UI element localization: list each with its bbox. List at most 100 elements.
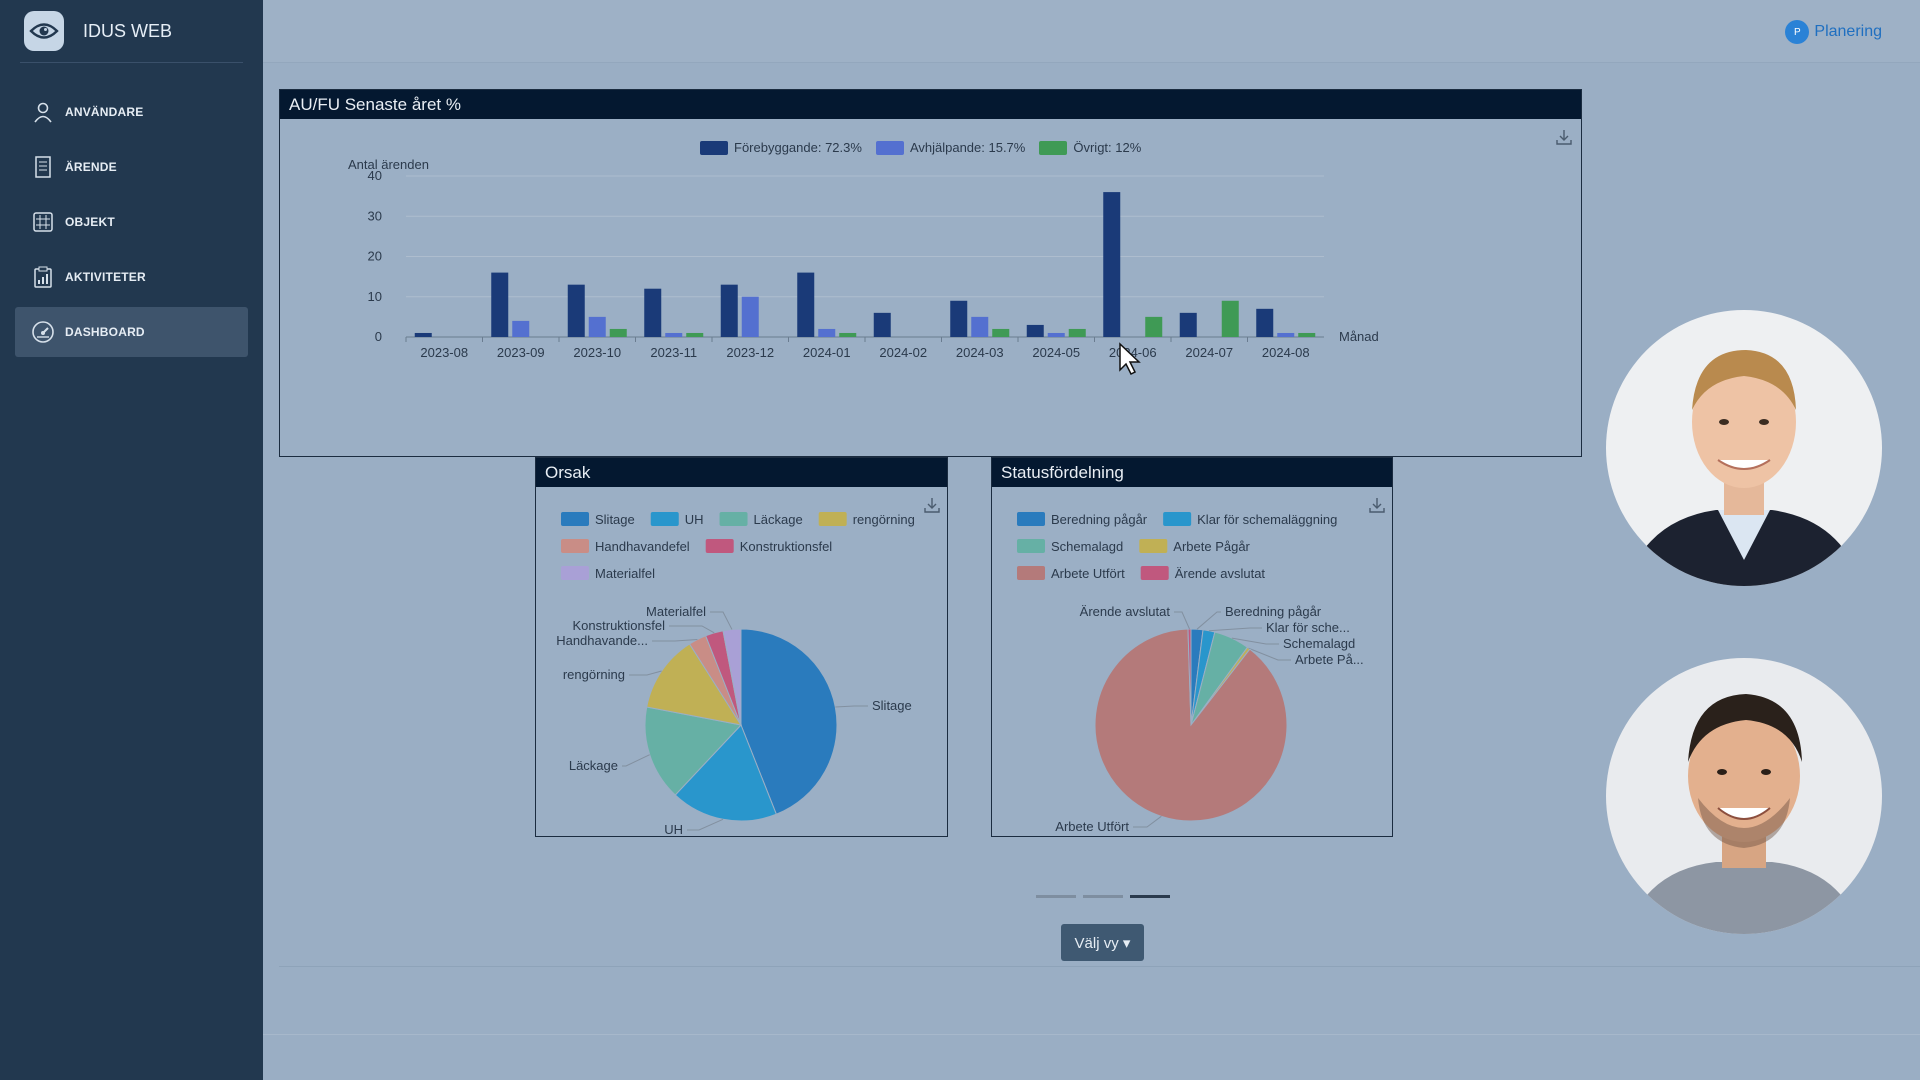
legend-item[interactable]: Slitage	[561, 512, 635, 527]
choose-view-button[interactable]: Välj vy ▾	[1061, 924, 1144, 961]
bar	[971, 316, 989, 337]
brand-divider	[20, 62, 243, 63]
pager-dot[interactable]	[1083, 895, 1123, 898]
grid-icon	[31, 210, 55, 234]
legend-item[interactable]: Övrigt: 12%	[1039, 140, 1141, 155]
bar	[491, 272, 509, 337]
sidebar-item-label: AKTIVITETER	[65, 270, 146, 284]
legend-item[interactable]: Beredning pågår	[1017, 512, 1148, 527]
legend-label: Förebyggande: 72.3%	[734, 140, 862, 155]
legend-item[interactable]: Läckage	[719, 512, 803, 527]
pie-label-line	[1133, 815, 1162, 828]
sidebar-item-arende[interactable]: ÄRENDE	[15, 142, 248, 192]
sidebar-nav: ANVÄNDARE ÄRENDE OBJEKT AKTIVITETER DASH…	[0, 87, 263, 357]
bar	[665, 332, 683, 337]
legend-item[interactable]: Materialfel	[561, 566, 655, 581]
legend-item[interactable]: Arbete Utfört	[1017, 566, 1125, 581]
bar	[1047, 332, 1065, 337]
bar-chart-panel: AU/FU Senaste året % Förebyggande: 72.3%…	[279, 89, 1582, 457]
bar	[609, 328, 627, 337]
pie-label-line	[669, 625, 715, 634]
legend-label: Klar för schemaläggning	[1197, 512, 1337, 527]
bar	[950, 300, 968, 337]
y-tick-label: 10	[368, 289, 382, 304]
legend-item[interactable]: UH	[650, 512, 704, 527]
top-bar	[263, 0, 1920, 62]
pie-label-line	[1196, 611, 1221, 630]
legend-label: Materialfel	[595, 566, 655, 581]
x-tick-label: 2024-08	[1262, 345, 1310, 360]
status-panel: Statusfördelning Beredning pågår Klar för…	[991, 457, 1393, 837]
sidebar-item-anvandare[interactable]: ANVÄNDARE	[15, 87, 248, 137]
pie-label-line	[1174, 611, 1190, 630]
user-avatar-badge: P	[1785, 20, 1810, 44]
pie-slice-label: Ärende avslutat	[1080, 604, 1171, 619]
legend-swatch	[1140, 566, 1169, 580]
sidebar: IDUS WEB ANVÄNDARE ÄRENDE OBJEKT AKTIVIT	[0, 0, 263, 1080]
bar	[797, 272, 815, 337]
bar	[1103, 192, 1121, 337]
legend-item[interactable]: Konstruktionsfel	[705, 539, 833, 554]
legend-item[interactable]: rengörning	[818, 512, 915, 527]
bar	[588, 316, 606, 337]
legend-label: Handhavandefel	[595, 539, 690, 554]
legend-item[interactable]: Arbete Pågår	[1139, 539, 1251, 554]
legend-label: Övrigt: 12%	[1073, 140, 1142, 155]
legend-item[interactable]: Schemalagd	[1017, 539, 1123, 554]
user-name: Planering	[1814, 23, 1882, 40]
pie-slice-label: Materialfel	[646, 604, 706, 619]
bar	[818, 328, 836, 337]
pie-slice-label: Arbete På...	[1295, 652, 1364, 667]
y-tick-label: 40	[368, 168, 382, 183]
mouse-cursor-icon	[1119, 342, 1141, 376]
bar	[1298, 332, 1316, 337]
sidebar-item-objekt[interactable]: OBJEKT	[15, 197, 248, 247]
pie-label-line	[1248, 647, 1291, 661]
legend-item[interactable]: Klar för schemaläggning	[1163, 512, 1337, 527]
download-icon[interactable]	[1555, 128, 1573, 151]
pie-slice-label: Slitage	[872, 698, 912, 713]
legend-item[interactable]: Ärende avslutat	[1140, 566, 1266, 581]
legend-swatch	[705, 539, 734, 553]
sidebar-item-label: DASHBOARD	[65, 325, 145, 339]
download-icon[interactable]	[923, 496, 941, 519]
legend-item[interactable]: Förebyggande: 72.3%	[700, 140, 862, 155]
sidebar-item-aktiviteter[interactable]: AKTIVITETER	[15, 252, 248, 302]
pie-slice-label: Konstruktionsfel	[573, 618, 666, 633]
legend-swatch	[1039, 140, 1068, 155]
legend-swatch	[650, 512, 679, 526]
legend-label: Arbete Utfört	[1051, 566, 1125, 581]
bar	[873, 312, 891, 337]
orsak-pie-chart: Slitage UH Läckage rengörning Handhavandefel…	[556, 512, 915, 836]
download-icon[interactable]	[1368, 496, 1386, 519]
panel-title: Statusfördelning	[992, 458, 1392, 487]
bar	[1221, 300, 1239, 337]
sidebar-item-dashboard[interactable]: DASHBOARD	[15, 307, 248, 357]
pie-slice-label: UH	[664, 822, 683, 836]
pie-slice-label: Beredning pågår	[1225, 604, 1322, 619]
dashboard-content	[279, 88, 1920, 967]
pie-slice-label: Läckage	[569, 758, 618, 773]
x-tick-label: 2023-11	[650, 345, 697, 360]
document-icon	[31, 155, 55, 179]
legend-swatch	[1139, 539, 1168, 553]
x-tick-label: 2023-12	[726, 345, 774, 360]
participant-avatar-2	[1606, 658, 1882, 934]
x-tick-label: 2024-02	[879, 345, 927, 360]
panel-title: Orsak	[536, 458, 947, 487]
pager-dot[interactable]	[1036, 895, 1076, 898]
y-tick-label: 30	[368, 208, 382, 223]
top-bar-divider	[263, 62, 1920, 63]
legend-label: Avhjälpande: 15.7%	[909, 140, 1026, 155]
pie-label-line	[710, 611, 733, 630]
pie-slice-label: Schemalagd	[1283, 636, 1355, 651]
user-menu[interactable]: P Planering	[1785, 20, 1882, 44]
bar	[839, 332, 857, 337]
legend-item[interactable]: Avhjälpande: 15.7%	[875, 140, 1026, 155]
legend-label: Slitage	[595, 512, 635, 527]
legend-swatch	[875, 140, 904, 155]
app-name: IDUS WEB	[83, 20, 173, 41]
legend-item[interactable]: Handhavandefel	[561, 539, 690, 554]
pager-dot-active[interactable]	[1130, 895, 1170, 898]
eye-logo-icon[interactable]	[24, 11, 64, 51]
